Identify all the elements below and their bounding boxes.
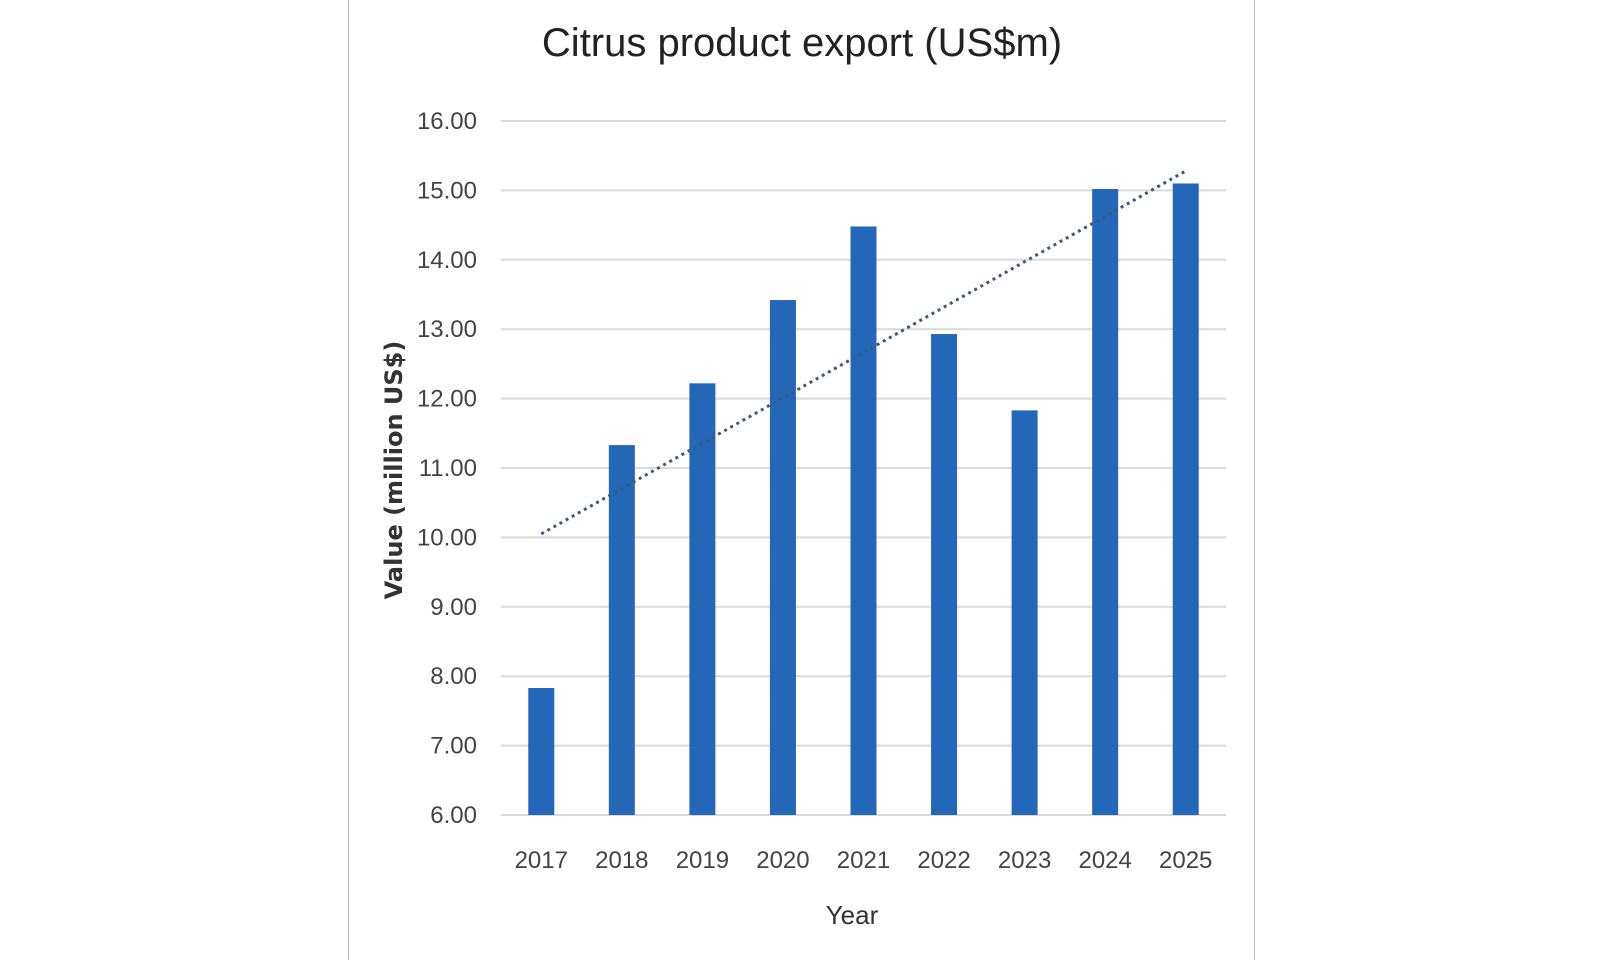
y-tick-label: 13.00 [417,316,477,343]
x-axis-ticks: 2017 2018 2019 2020 2021 2022 2023 2024 2025 [515,847,1213,874]
bar-2018 [608,445,635,815]
bar-2024 [1092,189,1119,816]
bar-2017 [528,687,555,815]
bar-2019 [689,383,716,815]
bar-2025 [1172,183,1199,815]
x-tick-label: 2025 [1159,847,1212,874]
x-tick-label: 2024 [1078,847,1131,874]
y-tick-label: 14.00 [417,247,477,274]
x-tick-label: 2022 [917,847,970,874]
trendline [540,169,1187,536]
x-axis-title: Year [826,900,879,930]
y-axis-title: Value (million US$) [380,341,408,600]
x-tick-label: 2020 [756,847,809,874]
y-tick-label: 9.00 [430,594,477,621]
x-tick-label: 2018 [595,847,648,874]
bar-2021 [850,226,877,815]
y-tick-label: 12.00 [417,386,477,413]
x-tick-label: 2017 [515,847,568,874]
y-tick-label: 11.00 [419,455,477,482]
y-tick-label: 10.00 [417,524,477,551]
x-tick-label: 2019 [676,847,729,874]
x-tick-label: 2023 [998,847,1051,874]
bar-2023 [1011,410,1038,815]
bar-2020 [769,300,796,815]
y-axis-ticks: 6.00 7.00 8.00 9.00 10.00 11.00 12.00 13.00 14.0… [417,108,477,829]
y-tick-label: 7.00 [430,733,477,760]
chart-container: Citrus product export (US$m) 6.00 7.00 8.0… [348,0,1255,960]
bar-2022 [931,334,958,815]
y-tick-label: 16.00 [417,108,477,135]
x-tick-label: 2021 [837,847,890,874]
y-tick-label: 8.00 [430,663,477,690]
bar-chart: Citrus product export (US$m) 6.00 7.00 8.0… [380,21,1226,930]
y-tick-label: 6.00 [430,802,477,829]
chart-title: Citrus product export (US$m) [542,21,1062,65]
trendline-group [540,169,1187,536]
y-tick-label: 15.00 [417,177,477,204]
bars [528,183,1199,816]
